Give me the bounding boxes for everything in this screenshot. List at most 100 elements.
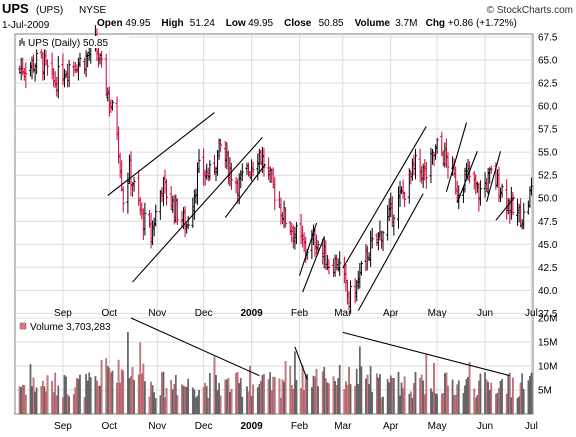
volume-bar xyxy=(116,382,118,415)
volume-bar xyxy=(196,395,199,415)
volume-bar xyxy=(445,372,448,415)
ohlc-bar xyxy=(197,149,201,174)
ohlc-bar xyxy=(359,261,363,276)
x-tick-label: May xyxy=(428,308,447,319)
volume-bar xyxy=(304,375,307,415)
volume-bar xyxy=(354,385,357,415)
volume-bar xyxy=(422,380,425,415)
price-y-tick-label: 62.5 xyxy=(538,79,558,90)
volume-bar xyxy=(366,374,369,415)
ohlc-bar xyxy=(370,227,374,249)
volume-bar xyxy=(348,366,350,415)
x-tick-label-bottom: May xyxy=(428,421,447,432)
volume-bar xyxy=(164,397,166,415)
volume-bar xyxy=(289,365,292,415)
volume-bar xyxy=(516,397,519,415)
price-y-tick-label: 50.0 xyxy=(538,194,558,205)
volume-bar xyxy=(337,378,340,415)
volume-bar xyxy=(522,388,525,415)
volume-bar xyxy=(512,377,514,415)
volume-bar xyxy=(117,359,120,415)
volume-bar xyxy=(252,384,254,415)
volume-bar xyxy=(369,366,372,415)
volume-bar xyxy=(260,381,262,415)
volume-bar xyxy=(120,369,123,415)
volume-bar xyxy=(20,387,23,415)
volume-bar xyxy=(235,372,237,415)
volume-bar xyxy=(263,374,265,415)
stat-value-2: 49.95 xyxy=(248,18,273,29)
volume-y-ticks: 20M 15M 10M 5M xyxy=(538,314,557,397)
volume-bar xyxy=(283,381,285,415)
volume-bar xyxy=(110,372,112,415)
volume-bar xyxy=(198,390,200,415)
x-tick-label: Oct xyxy=(102,308,118,319)
volume-bar xyxy=(484,372,486,415)
volume-bar xyxy=(204,382,207,415)
volume-bar xyxy=(349,384,352,415)
ohlc-bar xyxy=(273,176,277,211)
volume-bar xyxy=(184,386,186,415)
volume-bar xyxy=(29,364,32,415)
volume-bar xyxy=(478,380,480,415)
price-y-ticks: 67.5 65.0 62.5 60.0 57.5 55.0 52.5 50.0 47.5 45.0… xyxy=(538,33,558,320)
volume-bar xyxy=(490,382,493,415)
stat-label-3: Close xyxy=(284,18,312,29)
ohlc-icon xyxy=(19,38,25,46)
volume-bar xyxy=(442,393,445,415)
price-y-tick-label: 42.5 xyxy=(538,263,558,274)
volume-bar xyxy=(272,376,275,415)
volume-trendline-0 xyxy=(130,317,260,377)
volume-bar xyxy=(375,373,378,415)
volume-bar xyxy=(306,373,309,415)
volume-bar xyxy=(219,395,222,415)
volume-bar xyxy=(485,379,488,415)
volume-bar xyxy=(444,373,446,415)
x-tick-label-bottom: Mar xyxy=(334,421,352,432)
price-trendline-6 xyxy=(357,193,424,311)
volume-bar xyxy=(89,377,92,415)
volume-bar xyxy=(518,396,520,415)
volume-bar xyxy=(326,382,329,415)
volume-bar xyxy=(273,376,276,415)
volume-bar xyxy=(324,378,327,415)
volume-bar xyxy=(368,383,370,415)
volume-bar xyxy=(355,368,358,415)
volume-bar xyxy=(419,378,421,415)
ohlc-bar xyxy=(407,168,411,204)
volume-bar xyxy=(85,374,87,415)
quote-stats: Open 49.95 High 51.24 Low 49.95 Close 50.85 Volu… xyxy=(97,18,517,29)
ohlc-bar xyxy=(338,251,342,277)
volume-bar xyxy=(301,365,304,415)
volume-bar xyxy=(23,385,26,415)
volume-bar xyxy=(31,386,33,415)
ohlc-bar xyxy=(24,62,28,89)
volume-bar xyxy=(40,386,43,415)
volume-bar xyxy=(18,386,21,415)
volume-trendline-2 xyxy=(342,331,510,377)
price-y-tick-label: 55.0 xyxy=(538,148,558,159)
volume-bar xyxy=(208,372,211,415)
volume-bar xyxy=(365,378,367,415)
volume-bar xyxy=(46,375,49,415)
stat-value-3: 50.85 xyxy=(319,18,344,29)
x-tick-label-bottom: 2009 xyxy=(240,421,263,432)
volume-bar xyxy=(300,388,302,415)
volume-bar xyxy=(258,383,261,415)
volume-trendline-1 xyxy=(294,346,308,380)
volume-bar xyxy=(496,392,499,415)
watermark: © StockCharts.com xyxy=(487,5,573,16)
volume-bar xyxy=(261,374,264,415)
volume-bar xyxy=(529,375,531,415)
volume-bar xyxy=(317,386,319,415)
volume-bar xyxy=(227,377,230,415)
volume-bar xyxy=(72,394,75,415)
ohlc-bar xyxy=(403,191,407,208)
volume-bar xyxy=(468,361,471,415)
volume-bar xyxy=(224,379,227,415)
volume-bar xyxy=(97,386,100,415)
volume-bar xyxy=(137,374,140,415)
volume-panel: 20M 15M 10M 5M Volume 3,703,283 xyxy=(14,314,557,415)
x-tick-label-bottom: Jun xyxy=(477,421,493,432)
price-trendline-3 xyxy=(298,222,318,276)
